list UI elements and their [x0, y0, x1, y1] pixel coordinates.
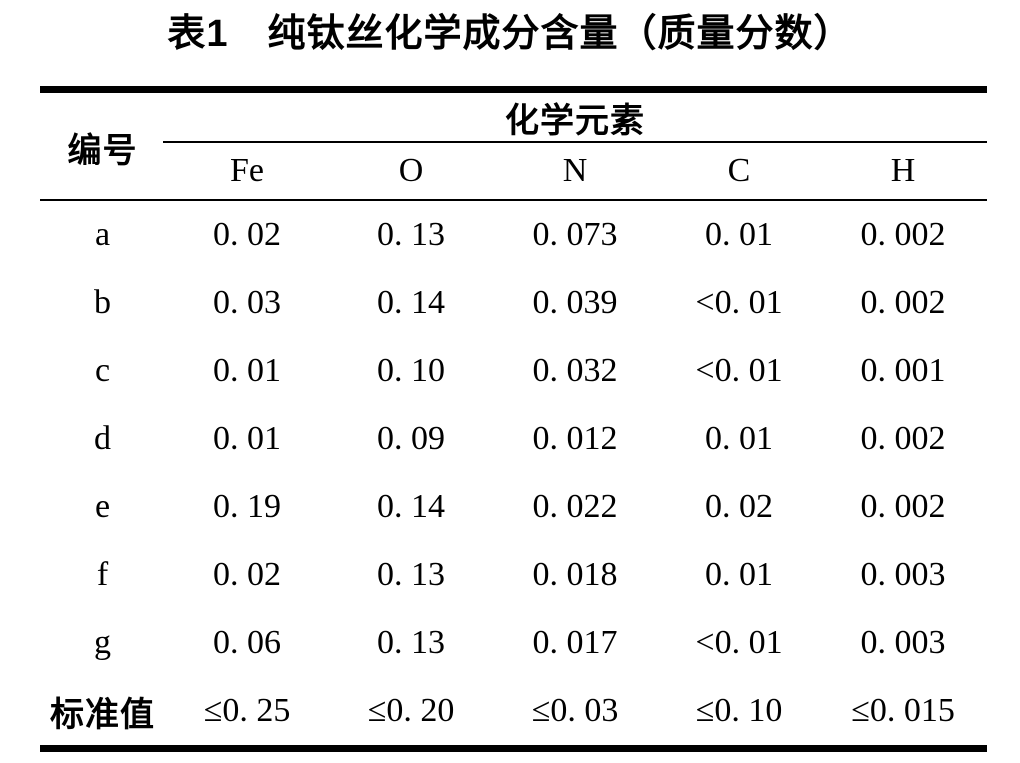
table-row: a 0. 02 0. 13 0. 073 0. 01 0. 002	[0, 201, 1020, 269]
column-header-h: H	[890, 151, 916, 189]
table-row: b 0. 03 0. 14 0. 039 <0. 01 0. 002	[0, 269, 1020, 337]
table-title: 表1 纯钛丝化学成分含量（质量分数）	[167, 13, 853, 55]
column-group-header-elements: 化学元素	[505, 102, 645, 140]
cell-c: <0. 01	[695, 284, 783, 321]
table-row: e 0. 19 0. 14 0. 022 0. 02 0. 002	[0, 473, 1020, 541]
cell-h: 0. 003	[860, 556, 946, 593]
column-header-c: C	[727, 151, 751, 189]
cell-h: 0. 002	[860, 488, 946, 525]
cell-c: <0. 01	[695, 624, 783, 661]
row-label: b	[94, 284, 111, 321]
cell-fe: 0. 01	[213, 420, 281, 457]
cell-h: 0. 002	[860, 420, 946, 457]
cell-n: 0. 012	[532, 420, 618, 457]
cell-o: 0. 14	[377, 488, 445, 525]
cell-c: 0. 01	[705, 556, 773, 593]
cell-fe: 0. 02	[213, 216, 281, 253]
element-group-underline	[163, 141, 987, 143]
cell-h: ≤0. 015	[851, 692, 955, 729]
cell-fe: 0. 03	[213, 284, 281, 321]
table-row: f 0. 02 0. 13 0. 018 0. 01 0. 003	[0, 541, 1020, 609]
column-header-o: O	[398, 151, 424, 189]
cell-h: 0. 001	[860, 352, 946, 389]
table-top-rule	[40, 86, 987, 93]
cell-o: 0. 13	[377, 216, 445, 253]
cell-fe: 0. 02	[213, 556, 281, 593]
cell-fe: ≤0. 25	[203, 692, 291, 729]
row-label: e	[94, 488, 111, 525]
row-label: c	[94, 352, 111, 389]
row-label: f	[96, 556, 109, 593]
cell-o: 0. 13	[377, 624, 445, 661]
table-bottom-rule	[40, 745, 987, 752]
cell-o: 0. 13	[377, 556, 445, 593]
cell-fe: 0. 01	[213, 352, 281, 389]
cell-n: 0. 073	[532, 216, 618, 253]
cell-c: 0. 01	[705, 420, 773, 457]
cell-n: 0. 017	[532, 624, 618, 661]
row-label: a	[94, 216, 111, 253]
cell-n: 0. 018	[532, 556, 618, 593]
cell-c: 0. 01	[705, 216, 773, 253]
cell-n: ≤0. 03	[531, 692, 619, 729]
row-label: g	[94, 624, 111, 661]
cell-c: 0. 02	[705, 488, 773, 525]
table-row-standard-values: 标准值 ≤0. 25 ≤0. 20 ≤0. 03 ≤0. 10 ≤0. 015	[0, 677, 1020, 745]
header-body-separator-rule	[40, 199, 987, 201]
table-row: c 0. 01 0. 10 0. 032 <0. 01 0. 001	[0, 337, 1020, 405]
cell-n: 0. 032	[532, 352, 618, 389]
cell-c: <0. 01	[695, 352, 783, 389]
cell-fe: 0. 19	[213, 488, 281, 525]
column-header-n: N	[562, 151, 588, 189]
column-header-fe: Fe	[230, 151, 264, 189]
cell-n: 0. 039	[532, 284, 618, 321]
table-row: d 0. 01 0. 09 0. 012 0. 01 0. 002	[0, 405, 1020, 473]
cell-o: 0. 10	[377, 352, 445, 389]
cell-c: ≤0. 10	[695, 692, 783, 729]
cell-h: 0. 002	[860, 284, 946, 321]
cell-h: 0. 003	[860, 624, 946, 661]
row-label: 标准值	[50, 695, 155, 734]
cell-o: ≤0. 20	[367, 692, 455, 729]
cell-h: 0. 002	[860, 216, 946, 253]
column-header-id: 编号	[67, 131, 138, 170]
cell-n: 0. 022	[532, 488, 618, 525]
cell-o: 0. 14	[377, 284, 445, 321]
cell-fe: 0. 06	[213, 624, 281, 661]
cell-o: 0. 09	[377, 420, 445, 457]
table-row: g 0. 06 0. 13 0. 017 <0. 01 0. 003	[0, 609, 1020, 677]
row-label: d	[94, 420, 111, 457]
